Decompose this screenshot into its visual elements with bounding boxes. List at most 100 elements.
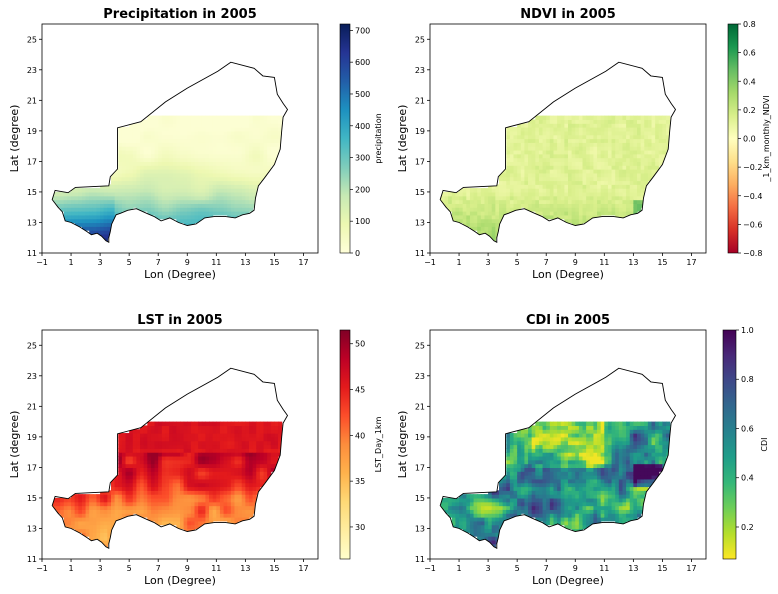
raster-cell — [129, 440, 134, 446]
raster-cell — [513, 448, 518, 453]
raster-cell — [462, 505, 467, 510]
raster-cell — [535, 497, 540, 503]
raster-cell — [150, 448, 156, 453]
raster-cell — [190, 463, 196, 468]
raster-cell — [582, 524, 587, 530]
raster-cell — [194, 115, 199, 121]
raster-cell — [230, 214, 236, 220]
raster-cell — [100, 218, 105, 224]
raster-cell — [216, 119, 221, 124]
raster-cell — [238, 436, 243, 442]
raster-cell — [136, 195, 141, 201]
raster-cell — [89, 214, 94, 220]
raster-cell — [560, 203, 565, 208]
raster-cell — [56, 195, 61, 201]
raster-cell — [230, 436, 236, 442]
raster-cell — [611, 153, 616, 159]
raster-cell — [190, 459, 196, 465]
raster-cell — [158, 207, 163, 212]
raster-cell — [549, 157, 555, 162]
raster-cell — [223, 440, 228, 446]
raster-cell — [637, 142, 642, 147]
raster-cell — [180, 520, 185, 526]
raster-cell — [252, 188, 257, 193]
raster-cell — [180, 149, 185, 155]
raster-cell — [121, 134, 127, 140]
raster-cell — [187, 211, 192, 216]
raster-cell — [278, 444, 283, 449]
raster-cell — [263, 433, 268, 438]
raster-cell — [147, 157, 152, 162]
raster-cell — [270, 425, 276, 430]
raster-cell — [63, 517, 69, 522]
raster-cell — [161, 501, 167, 507]
raster-cell — [187, 142, 192, 147]
raster-cell — [644, 146, 649, 151]
raster-cell — [597, 509, 602, 514]
raster-cell — [190, 467, 196, 472]
raster-cell — [451, 517, 457, 522]
raster-cell — [528, 127, 533, 132]
raster-cell — [571, 214, 576, 220]
raster-cell — [597, 119, 602, 124]
raster-cell — [506, 188, 511, 193]
raster-cell — [658, 123, 664, 128]
raster-cell — [103, 543, 108, 549]
raster-cell — [462, 520, 467, 526]
raster-cell — [593, 211, 598, 216]
raster-cell — [469, 226, 475, 231]
raster-cell — [604, 127, 609, 132]
raster-cell — [593, 188, 598, 193]
raster-cell — [611, 180, 616, 185]
raster-cell — [176, 444, 181, 449]
raster-cell — [629, 211, 634, 216]
raster-cell — [553, 149, 558, 155]
raster-cell — [615, 425, 620, 430]
raster-cell — [205, 115, 210, 121]
raster-cell — [611, 452, 616, 457]
raster-cell — [571, 524, 576, 530]
raster-cell — [626, 172, 631, 178]
raster-cell — [245, 142, 250, 147]
raster-cell — [245, 448, 250, 453]
raster-cell — [241, 138, 246, 143]
raster-cell — [209, 130, 214, 136]
raster-cell — [607, 505, 613, 510]
raster-cell — [176, 471, 181, 476]
raster-cell — [448, 509, 453, 514]
raster-cell — [176, 165, 181, 170]
raster-cell — [194, 169, 199, 174]
raster-cell — [586, 188, 591, 193]
raster-cell — [582, 433, 587, 438]
raster-cell — [216, 195, 221, 201]
raster-cell — [103, 505, 108, 510]
raster-cell — [644, 149, 649, 155]
raster-cell — [180, 448, 185, 453]
raster-cell — [96, 230, 101, 235]
raster-cell — [132, 486, 138, 491]
raster-cell — [129, 169, 134, 174]
raster-cell — [546, 478, 551, 484]
raster-cell — [611, 157, 616, 162]
raster-cell — [549, 444, 555, 449]
raster-cell — [216, 486, 221, 491]
raster-cell — [542, 467, 547, 472]
raster-cell — [582, 490, 587, 495]
raster-cell — [586, 421, 591, 427]
raster-cell — [176, 520, 181, 526]
raster-cell — [136, 486, 141, 491]
raster-cell — [509, 467, 515, 472]
raster-cell — [205, 425, 210, 430]
raster-cell — [509, 440, 515, 446]
raster-cell — [542, 203, 547, 208]
raster-cell — [607, 130, 613, 136]
raster-cell — [92, 214, 98, 220]
raster-cell — [589, 459, 595, 465]
raster-cell — [270, 130, 276, 136]
raster-cell — [535, 207, 540, 212]
raster-cell — [626, 188, 631, 193]
raster-cell — [219, 130, 225, 136]
raster-cell — [557, 452, 562, 457]
raster-cell — [118, 486, 123, 491]
raster-cell — [259, 455, 265, 461]
